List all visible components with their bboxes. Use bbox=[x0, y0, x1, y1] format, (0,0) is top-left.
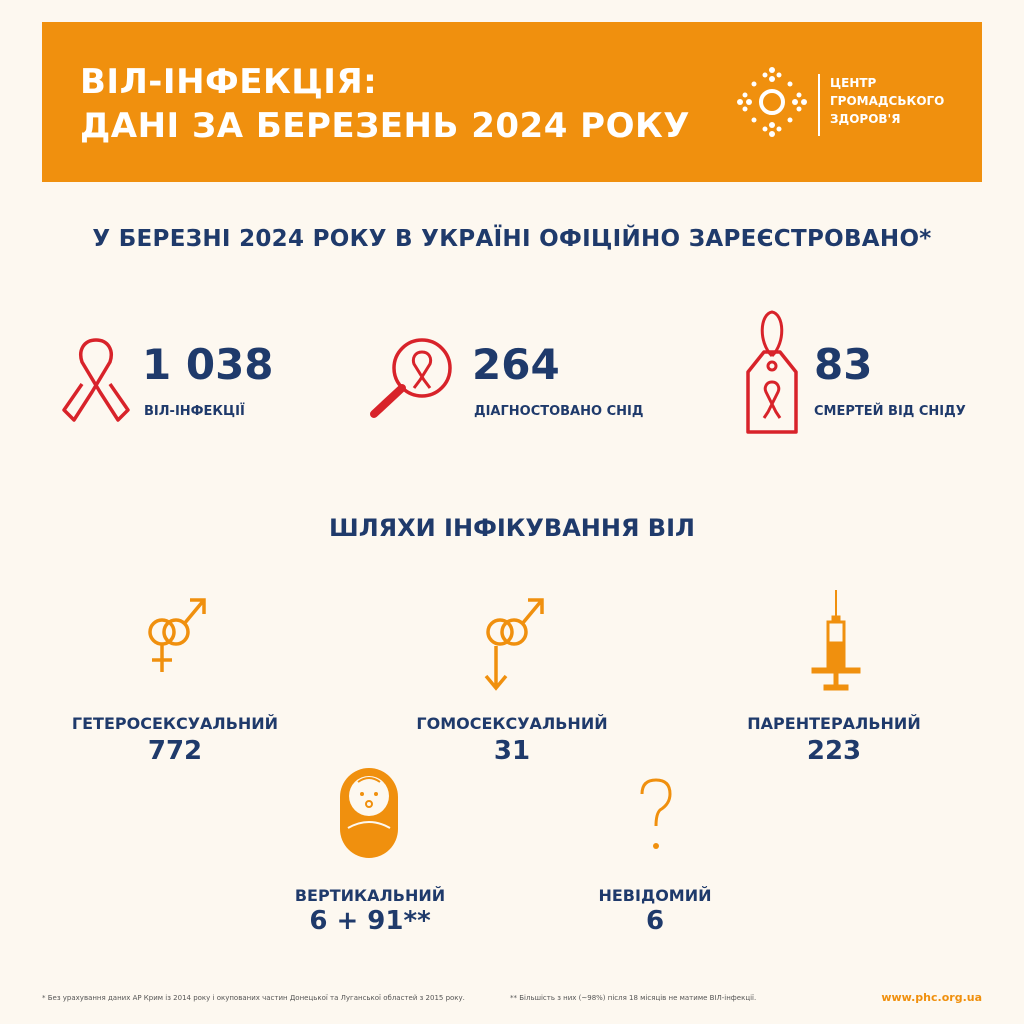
stat-label: СМЕРТЕЙ ВІД СНІДУ bbox=[814, 404, 966, 419]
route-unknown-label: НЕВІДОМИЙ bbox=[598, 886, 712, 905]
route-heterosexual-value: 772 bbox=[147, 736, 203, 766]
phc-logo-icon bbox=[737, 67, 807, 137]
route-parenteral-label: ПАРЕНТЕРАЛЬНИЙ bbox=[747, 714, 921, 733]
red-ribbon-icon bbox=[62, 338, 130, 422]
headline: У БЕРЕЗНІ 2024 РОКУ В УКРАЇНІ ОФІЦІЙНО З… bbox=[0, 226, 1024, 252]
headline-part-2: В УКРАЇНІ ОФІЦІЙНО ЗАРЕЄСТРОВАНО* bbox=[386, 226, 932, 252]
headline-part-1: У bbox=[92, 226, 119, 252]
male-female-icon bbox=[148, 598, 206, 672]
logo-text: ЦЕНТР ГРОМАДСЬКОГО ЗДОРОВ'Я bbox=[830, 74, 970, 128]
question-icon bbox=[640, 778, 672, 849]
stat-label: ВІЛ-ІНФЕКЦІЇ bbox=[144, 404, 245, 419]
title-line-2: ДАНІ ЗА БЕРЕЗЕНЬ 2024 РОКУ bbox=[80, 106, 691, 146]
footnote-1: * Без урахування даних АР Крим із 2014 р… bbox=[42, 994, 465, 1002]
route-parenteral-value: 223 bbox=[806, 736, 862, 766]
logo-line-3: ЗДОРОВ'Я bbox=[830, 112, 901, 126]
route-homosexual-value: 31 bbox=[493, 736, 531, 766]
route-heterosexual-label: ГЕТЕРОСЕКСУАЛЬНИЙ bbox=[71, 714, 279, 733]
route-vertical-label: ВЕРТИКАЛЬНИЙ bbox=[294, 886, 446, 905]
route-homosexual-label: ГОМОСЕКСУАЛЬНИЙ bbox=[416, 714, 608, 733]
baby-icon bbox=[340, 768, 398, 858]
logo-divider bbox=[818, 74, 820, 136]
stat-value: 264 bbox=[472, 340, 560, 389]
logo-line-2: ГРОМАДСЬКОГО bbox=[830, 94, 945, 108]
page-title: ВІЛ-ІНФЕКЦІЯ: ДАНІ ЗА БЕРЕЗЕНЬ 2024 РОКУ bbox=[80, 60, 690, 148]
male-male-icon bbox=[484, 598, 544, 691]
logo-line-1: ЦЕНТР bbox=[830, 76, 877, 90]
routes-title: ШЛЯХИ ІНФІКУВАННЯ ВІЛ bbox=[329, 514, 695, 542]
stat-value: 1 038 bbox=[142, 340, 274, 389]
headline-highlight: БЕРЕЗНІ 2024 РОКУ bbox=[118, 226, 387, 252]
route-vertical-value: 6 + 91** bbox=[309, 906, 431, 936]
stat-label: ДІАГНОСТОВАНО СНІД bbox=[474, 404, 644, 419]
title-line-1: ВІЛ-ІНФЕКЦІЯ: bbox=[80, 62, 378, 102]
route-unknown-value: 6 bbox=[645, 906, 665, 936]
site-link[interactable]: www.phc.org.ua bbox=[881, 991, 982, 1004]
magnifier-ribbon-icon bbox=[370, 338, 452, 418]
header-banner: ВІЛ-ІНФЕКЦІЯ: ДАНІ ЗА БЕРЕЗЕНЬ 2024 РОКУ… bbox=[42, 22, 982, 182]
footnote-2: ** Більшість з них (~98%) після 18 місяц… bbox=[510, 994, 757, 1002]
stat-value: 83 bbox=[814, 340, 873, 389]
tag-ribbon-icon bbox=[746, 310, 798, 434]
syringe-icon bbox=[811, 590, 861, 691]
